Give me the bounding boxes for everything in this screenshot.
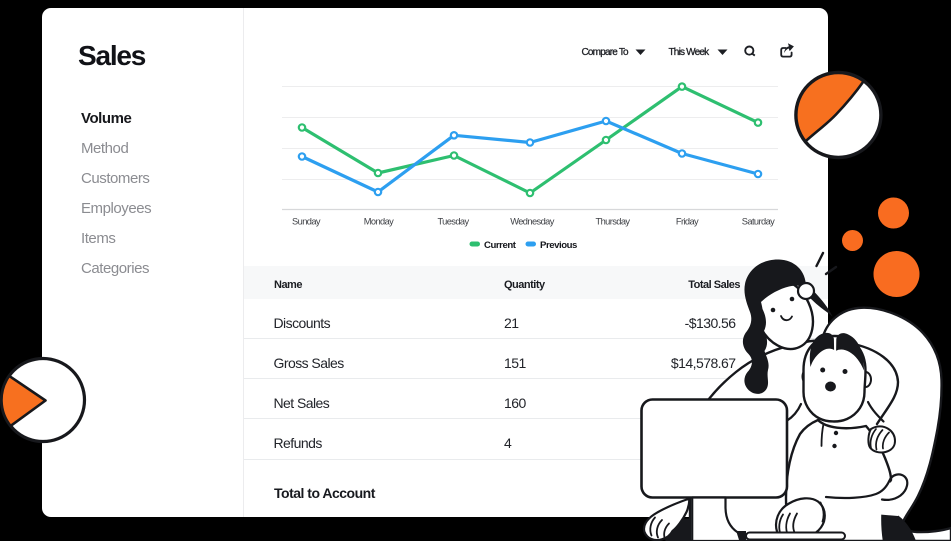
- svg-text:Previous: Previous: [540, 240, 577, 251]
- svg-text:Wednesday: Wednesday: [510, 217, 554, 227]
- svg-text:Saturday: Saturday: [742, 217, 775, 227]
- svg-text:Monday: Monday: [364, 217, 394, 227]
- svg-text:Sunday: Sunday: [292, 217, 321, 227]
- svg-text:Thursday: Thursday: [596, 217, 631, 227]
- svg-text:Friday: Friday: [676, 217, 699, 227]
- svg-text:Current: Current: [484, 240, 517, 251]
- svg-text:Tuesday: Tuesday: [437, 217, 469, 227]
